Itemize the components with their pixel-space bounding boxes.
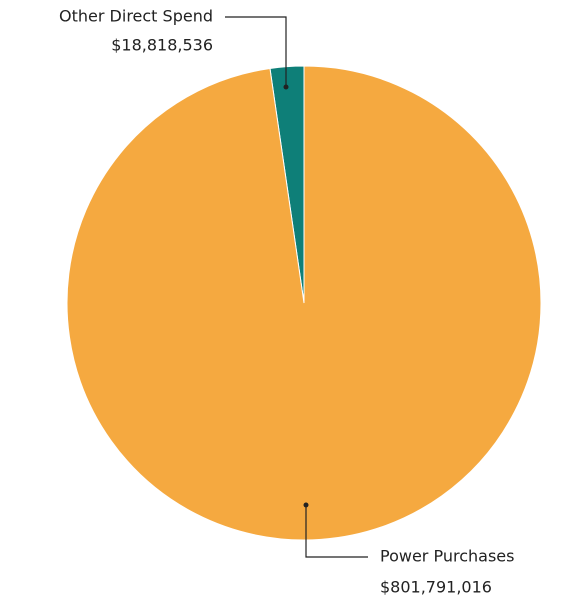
pie-slice <box>66 65 542 541</box>
slice-value-label: $801,791,016 <box>380 578 492 597</box>
leader-dot <box>283 84 289 90</box>
leader-dot <box>303 502 309 508</box>
slice-value-label: $18,818,536 <box>111 36 213 55</box>
slice-label: Power Purchases <box>380 547 514 566</box>
leader-line <box>305 505 368 558</box>
pie <box>66 65 542 541</box>
slice-label: Other Direct Spend <box>59 7 213 26</box>
leader-line <box>225 16 287 87</box>
